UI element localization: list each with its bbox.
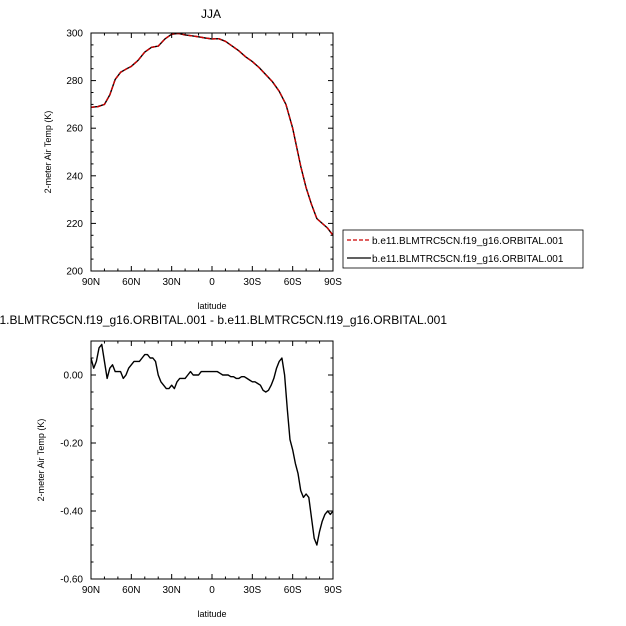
bottom-panel: b.e11.BLMTRC5CN.f19_g16.ORBITAL.001 - b.… [0,313,447,619]
legend-box [342,229,584,269]
y-tick-label: 200 [66,267,83,278]
bottom-chart-title: b.e11.BLMTRC5CN.f19_g16.ORBITAL.001 - b.… [0,313,447,327]
bottom-x-axis-label: latitude [197,609,226,619]
y-tick-label: -0.40 [60,507,83,518]
top-panel: JJA 90N 60N 30N 0 30S 60S 90S 200 220 240 260 280 3… [43,7,342,311]
y-tick-label: 260 [66,124,83,135]
legend-label-series-2: b.e11.BLMTRC5CN.f19_g16.ORBITAL.001 [372,254,564,265]
x-tick-label: 30N [162,277,180,288]
x-tick-label: 30S [243,277,261,288]
x-tick-label: 30N [162,585,180,596]
top-y-axis-label: 2-meter Air Temp (K) [43,111,53,194]
x-tick-label: 60N [122,585,140,596]
bottom-y-ticks: -0.60 -0.40 -0.20 0.00 [60,340,333,586]
series-line-1 [90,32,334,236]
top-x-ticks: 90N 60N 30N 0 30S 60S 90S [82,33,342,288]
bottom-y-axis-label: 2-meter Air Temp (K) [36,419,46,502]
x-tick-label: 90S [324,277,342,288]
x-tick-label: 0 [209,277,215,288]
x-tick-label: 60N [122,277,140,288]
top-chart-title: JJA [201,7,221,21]
x-tick-label: 90N [82,277,100,288]
y-tick-label: 0.00 [64,371,84,382]
y-tick-label: 280 [66,76,83,87]
legend-label-series-1: b.e11.BLMTRC5CN.f19_g16.ORBITAL.001 [372,236,564,247]
bottom-plot-area [90,343,334,546]
x-tick-label: 60S [284,277,302,288]
y-tick-label: 240 [66,171,83,182]
x-tick-label: 90S [324,585,342,596]
x-tick-label: 60S [284,585,302,596]
y-tick-label: -0.20 [60,439,83,450]
x-tick-label: 0 [209,585,215,596]
legend: b.e11.BLMTRC5CN.f19_g16.ORBITAL.001 b.e1… [342,229,584,269]
y-tick-label: 220 [66,219,83,230]
top-x-axis-label: latitude [197,301,226,311]
x-tick-label: 30S [243,585,261,596]
x-tick-label: 90N [82,585,100,596]
top-plot-area [90,32,334,236]
bottom-plot-frame [90,340,334,580]
bottom-x-ticks: 90N 60N 30N 0 30S 60S 90S [82,341,342,596]
series-line-1 [90,343,334,546]
y-tick-label: 300 [66,29,83,40]
series-line-2 [90,32,334,236]
top-y-ticks: 200 220 240 260 280 300 [66,29,333,278]
y-tick-label: -0.60 [60,575,83,586]
